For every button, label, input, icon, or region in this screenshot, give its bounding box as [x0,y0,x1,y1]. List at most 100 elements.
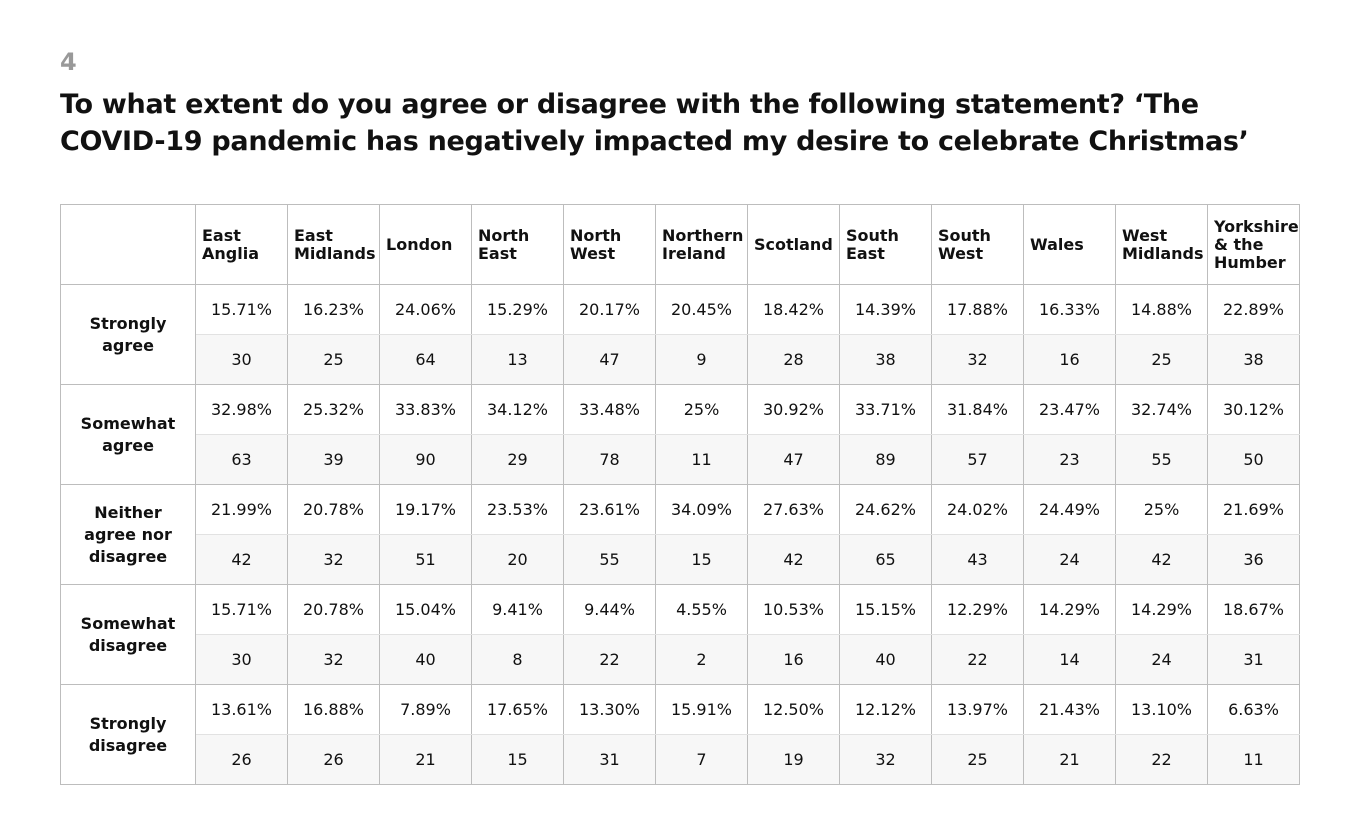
row-label: Somewhat agree [60,384,196,485]
count-cell: 21 [379,734,472,785]
percent-cell: 21.69% [1207,484,1300,535]
question-number: 4 [60,48,77,76]
percent-cell: 25% [655,384,748,435]
percent-cell: 13.30% [563,684,656,735]
count-cell: 15 [655,534,748,585]
column-header: North West [563,204,656,285]
count-cell: 63 [195,434,288,485]
count-cell: 47 [747,434,840,485]
column-header: London [379,204,472,285]
count-cell: 55 [1115,434,1208,485]
percent-cell: 15.04% [379,584,472,635]
count-cell: 65 [839,534,932,585]
count-cell: 26 [287,734,380,785]
count-cell: 42 [195,534,288,585]
percent-cell: 23.61% [563,484,656,535]
count-cell: 22 [1115,734,1208,785]
count-row: 30 32 40 8 22 2 16 40 22 14 24 31 [61,634,1300,685]
count-cell: 25 [1115,334,1208,385]
percent-cell: 17.65% [471,684,564,735]
percent-cell: 20.78% [287,584,380,635]
percent-cell: 27.63% [747,484,840,535]
column-header: Scotland [747,204,840,285]
percent-cell: 33.48% [563,384,656,435]
count-cell: 90 [379,434,472,485]
percent-cell: 23.47% [1023,384,1116,435]
percent-cell: 25.32% [287,384,380,435]
column-header: East Anglia [195,204,288,285]
count-cell: 28 [747,334,840,385]
percent-cell: 9.44% [563,584,656,635]
count-cell: 11 [655,434,748,485]
row-label: Strongly disagree [60,684,196,785]
count-cell: 55 [563,534,656,585]
percent-cell: 30.12% [1207,384,1300,435]
percent-cell: 15.71% [195,284,288,335]
count-cell: 30 [195,634,288,685]
column-header: South East [839,204,932,285]
row-label: Somewhat disagree [60,584,196,685]
percent-cell: 16.88% [287,684,380,735]
count-cell: 16 [1023,334,1116,385]
percent-cell: 13.10% [1115,684,1208,735]
count-cell: 32 [287,534,380,585]
count-cell: 20 [471,534,564,585]
column-header: North East [471,204,564,285]
percent-cell: 18.42% [747,284,840,335]
percent-cell: 21.43% [1023,684,1116,735]
percent-cell: 15.29% [471,284,564,335]
count-cell: 25 [931,734,1024,785]
count-cell: 42 [747,534,840,585]
count-cell: 51 [379,534,472,585]
count-cell: 25 [287,334,380,385]
percent-cell: 23.53% [471,484,564,535]
percent-cell: 17.88% [931,284,1024,335]
percent-cell: 12.50% [747,684,840,735]
percent-cell: 24.62% [839,484,932,535]
count-cell: 32 [839,734,932,785]
percent-cell: 14.29% [1115,584,1208,635]
count-cell: 36 [1207,534,1300,585]
count-cell: 39 [287,434,380,485]
count-cell: 57 [931,434,1024,485]
count-cell: 47 [563,334,656,385]
percent-cell: 32.74% [1115,384,1208,435]
percent-cell: 13.61% [195,684,288,735]
count-cell: 19 [747,734,840,785]
count-cell: 15 [471,734,564,785]
count-cell: 13 [471,334,564,385]
percent-cell: 24.49% [1023,484,1116,535]
percent-cell: 18.67% [1207,584,1300,635]
percent-row: Somewhat agree 32.98% 25.32% 33.83% 34.12% 33… [60,384,1300,485]
percent-cell: 9.41% [471,584,564,635]
percent-cell: 20.45% [655,284,748,335]
count-row: 42 32 51 20 55 15 42 65 43 24 42 36 [61,534,1300,585]
count-cell: 30 [195,334,288,385]
percent-cell: 24.02% [931,484,1024,535]
percent-cell: 24.06% [379,284,472,335]
percent-cell: 25% [1115,484,1208,535]
results-table: East Anglia East Midlands London North East… [60,204,1300,785]
count-cell: 8 [471,634,564,685]
percent-cell: 15.15% [839,584,932,635]
percent-cell: 15.71% [195,584,288,635]
count-row: 30 25 64 13 47 9 28 38 32 16 25 38 [61,334,1300,385]
percent-cell: 15.91% [655,684,748,735]
count-cell: 7 [655,734,748,785]
count-cell: 22 [931,634,1024,685]
corner-cell [60,204,196,285]
count-cell: 78 [563,434,656,485]
count-cell: 40 [839,634,932,685]
count-cell: 14 [1023,634,1116,685]
percent-cell: 33.71% [839,384,932,435]
column-header: West Midlands [1115,204,1208,285]
count-cell: 29 [471,434,564,485]
count-cell: 31 [563,734,656,785]
percent-cell: 30.92% [747,384,840,435]
count-cell: 9 [655,334,748,385]
percent-cell: 13.97% [931,684,1024,735]
percent-cell: 34.09% [655,484,748,535]
count-cell: 24 [1023,534,1116,585]
percent-row: Neither agree nor disagree 21.99% 20.78% 19… [60,484,1300,585]
count-cell: 43 [931,534,1024,585]
